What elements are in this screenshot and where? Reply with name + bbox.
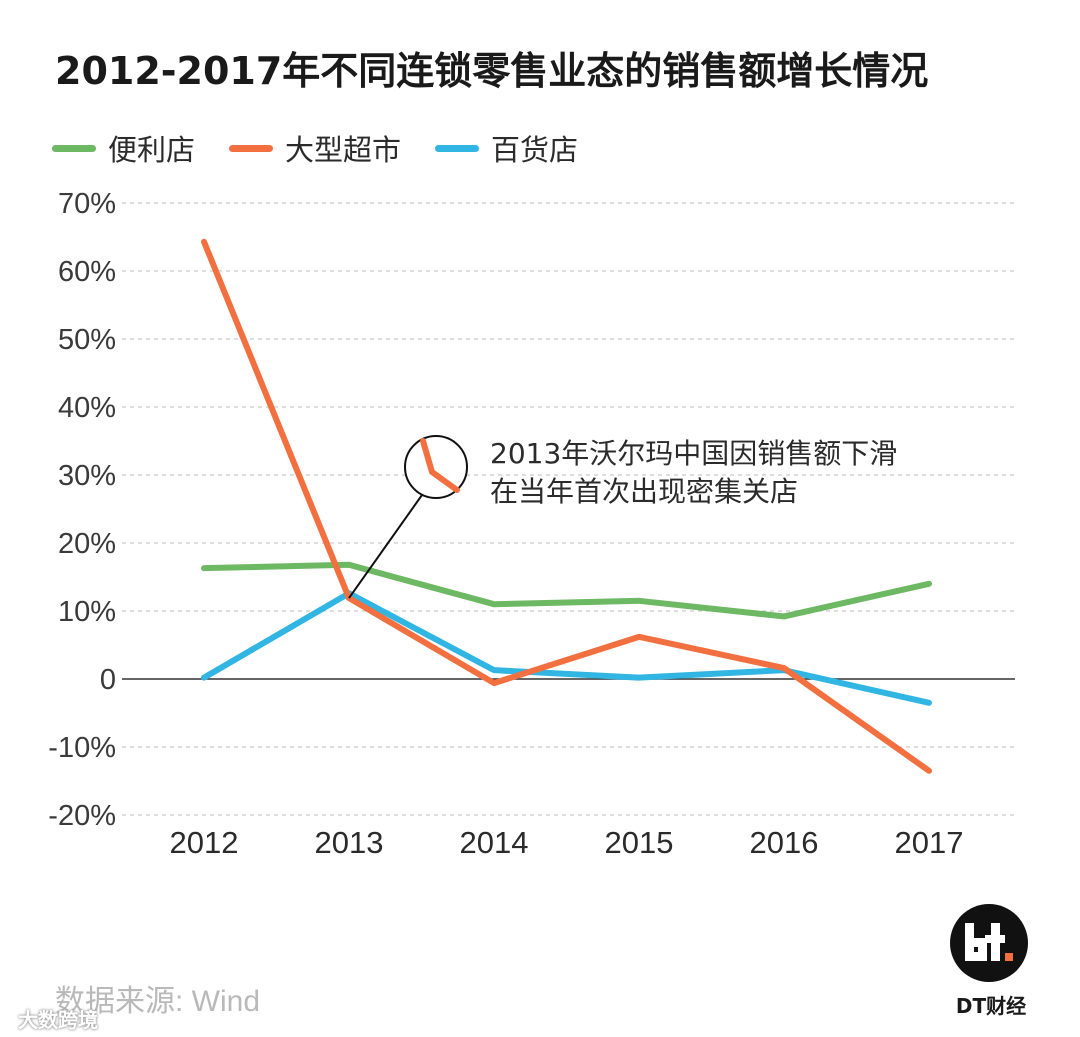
- annotation-leader-line: [348, 494, 423, 599]
- x-tick-label: 2012: [170, 825, 239, 860]
- watermark-text: 大数跨境: [18, 1008, 98, 1032]
- chart-legend: 便利店 大型超市 百货店: [52, 128, 578, 168]
- annotation-text-line-2: 在当年首次出现密集关店: [490, 475, 798, 508]
- y-tick-label: 40%: [58, 392, 116, 424]
- y-tick-label: 50%: [58, 324, 116, 356]
- legend-label-department: 百货店: [491, 133, 579, 167]
- y-axis-ticks: 70% 60% 50% 40% 30% 20% 10% 0 -10% -20%: [48, 188, 116, 832]
- x-tick-label: 2017: [895, 825, 964, 860]
- legend-item-hypermarket: 大型超市: [229, 127, 401, 169]
- y-tick-label: 10%: [58, 596, 116, 628]
- series-lines: [201, 238, 932, 774]
- legend-item-department: 百货店: [435, 127, 578, 169]
- x-axis-ticks: 2012 2013 2014 2015 2016 2017: [170, 825, 964, 860]
- legend-swatch-convenience: [52, 144, 96, 152]
- y-tick-label: -10%: [48, 732, 116, 764]
- legend-swatch-hypermarket: [229, 144, 274, 152]
- series-line-department: [201, 590, 932, 706]
- annotation-callout: 2013年沃尔玛中国因销售额下滑 在当年首次出现密集关店: [348, 435, 897, 599]
- y-tick-label: 20%: [58, 528, 116, 560]
- y-tick-label: 0: [100, 664, 116, 696]
- y-tick-label: -20%: [48, 800, 116, 832]
- legend-label-convenience: 便利店: [108, 133, 196, 167]
- series-line-hypermarket: [201, 238, 932, 774]
- x-tick-label: 2014: [460, 825, 529, 860]
- logo-label: DT财经: [955, 994, 1027, 1018]
- x-tick-label: 2016: [750, 825, 819, 860]
- series-line-convenience: [201, 561, 932, 620]
- annotation-zoomed-segment: [420, 438, 460, 493]
- legend-swatch-department: [435, 144, 480, 152]
- y-tick-label: 30%: [58, 460, 116, 492]
- x-tick-label: 2013: [315, 825, 384, 860]
- data-source-note: 数据来源: Wind: [55, 985, 261, 1018]
- dt-logo-mark-icon: [965, 923, 1013, 961]
- gridlines: [122, 202, 1015, 816]
- y-tick-label: 70%: [58, 188, 116, 220]
- legend-label-hypermarket: 大型超市: [285, 133, 402, 167]
- dt-logo: [950, 904, 1028, 982]
- annotation-text-line-1: 2013年沃尔玛中国因销售额下滑: [490, 437, 897, 470]
- y-tick-label: 60%: [58, 256, 116, 288]
- legend-item-convenience: 便利店: [52, 127, 195, 169]
- x-tick-label: 2015: [605, 825, 674, 860]
- chart-title: 2012-2017年不同连锁零售业态的销售额增长情况: [55, 49, 929, 93]
